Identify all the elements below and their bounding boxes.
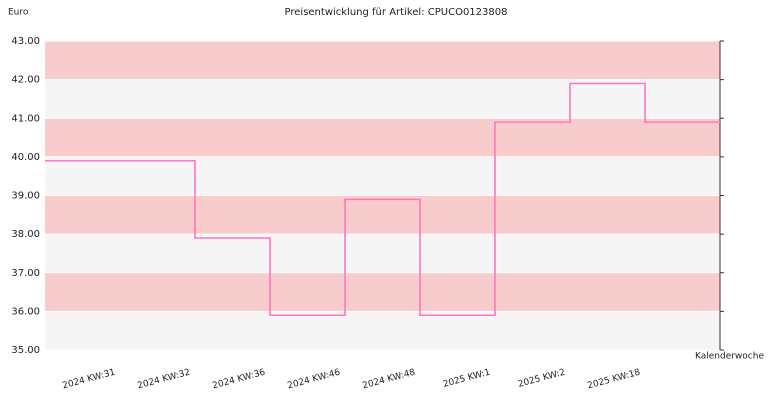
grid-band xyxy=(45,234,720,273)
grid-band xyxy=(45,195,720,235)
y-axis-label: Euro xyxy=(8,8,29,18)
y-tick-label: 38.00 xyxy=(11,229,40,240)
x-tick-label: 2024 KW:46 xyxy=(286,368,341,392)
grid-band xyxy=(45,118,720,157)
grid-band xyxy=(45,41,720,80)
y-tick-label: 37.00 xyxy=(11,268,40,279)
y-tick-label: 41.00 xyxy=(11,113,40,124)
y-tick-label: 39.00 xyxy=(11,191,40,202)
chart-title: Preisentwicklung für Artikel: CPUCO01238… xyxy=(285,7,508,18)
grid-band xyxy=(45,156,720,196)
x-tick-label: 2025 KW:2 xyxy=(517,368,566,390)
x-axis-label: Kalenderwoche xyxy=(695,352,764,362)
x-tick-label: 2025 KW:18 xyxy=(586,368,641,392)
step-line xyxy=(45,82,720,317)
x-tick-label: 2024 KW:36 xyxy=(211,368,266,392)
x-tick-label: 2024 KW:32 xyxy=(136,368,191,392)
y-tick-label: 35.00 xyxy=(11,345,40,356)
grid-band xyxy=(45,272,720,312)
y-tick-label: 42.00 xyxy=(11,75,40,86)
grid-band xyxy=(45,79,720,119)
x-tick-label: 2025 KW:1 xyxy=(442,368,491,390)
y-tick-label: 40.00 xyxy=(11,152,40,163)
x-tick-label: 2024 KW:31 xyxy=(61,368,116,392)
x-tick-label: 2024 KW:48 xyxy=(361,368,416,392)
y-tick-label: 36.00 xyxy=(11,306,40,317)
grid-band xyxy=(45,311,720,350)
y-tick-label: 43.00 xyxy=(11,36,40,47)
